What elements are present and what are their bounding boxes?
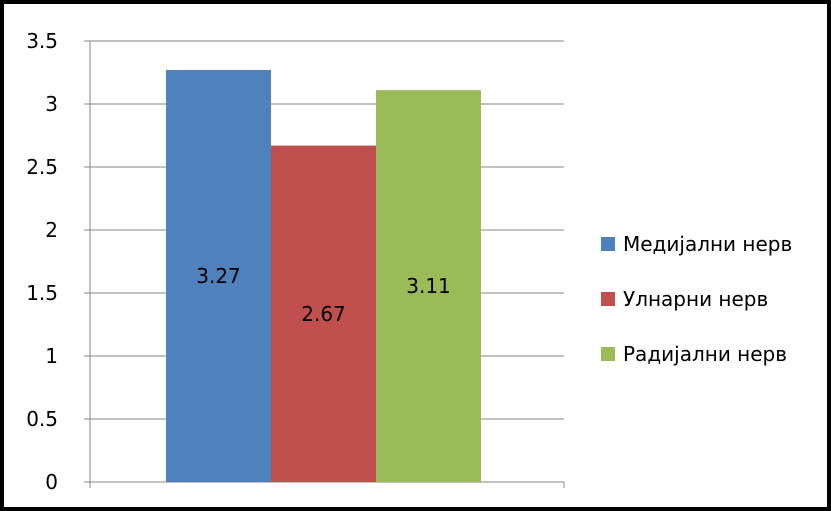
- legend-label: Улнарни нерв: [623, 287, 768, 311]
- bar-3: [376, 90, 481, 482]
- bar-2: [271, 145, 376, 482]
- y-tick-label: 1.5: [26, 281, 58, 305]
- y-tick-label: 1: [45, 344, 58, 368]
- data-label: 3.11: [406, 274, 451, 298]
- y-tick-label: 3: [45, 92, 58, 116]
- y-tick-label: 3.5: [26, 29, 58, 53]
- legend-label: Радијални нерв: [623, 342, 787, 366]
- y-tick-label: 2.5: [26, 155, 58, 179]
- data-label: 2.67: [301, 302, 346, 326]
- bar-1: [166, 69, 271, 482]
- legend: Медијални нерв Улнарни нерв Радијални нерв: [601, 232, 792, 366]
- legend-swatch: [601, 237, 615, 251]
- data-label: 3.27: [196, 264, 241, 288]
- y-tick-labels: 0 0.5 1 1.5 2 2.5 3 3.5: [26, 29, 58, 494]
- bars: [166, 69, 481, 482]
- bar-chart: 0 0.5 1 1.5 2 2.5 3 3.5 3.27 2.67 3.11 Медијални …: [26, 29, 792, 494]
- data-labels: 3.27 2.67 3.11: [196, 264, 451, 326]
- y-tick-label: 0: [45, 470, 58, 494]
- y-tick-label: 0.5: [26, 407, 58, 431]
- legend-swatch: [601, 292, 615, 306]
- legend-swatch: [601, 347, 615, 361]
- legend-label: Медијални нерв: [623, 232, 792, 256]
- y-tick-label: 2: [45, 218, 58, 242]
